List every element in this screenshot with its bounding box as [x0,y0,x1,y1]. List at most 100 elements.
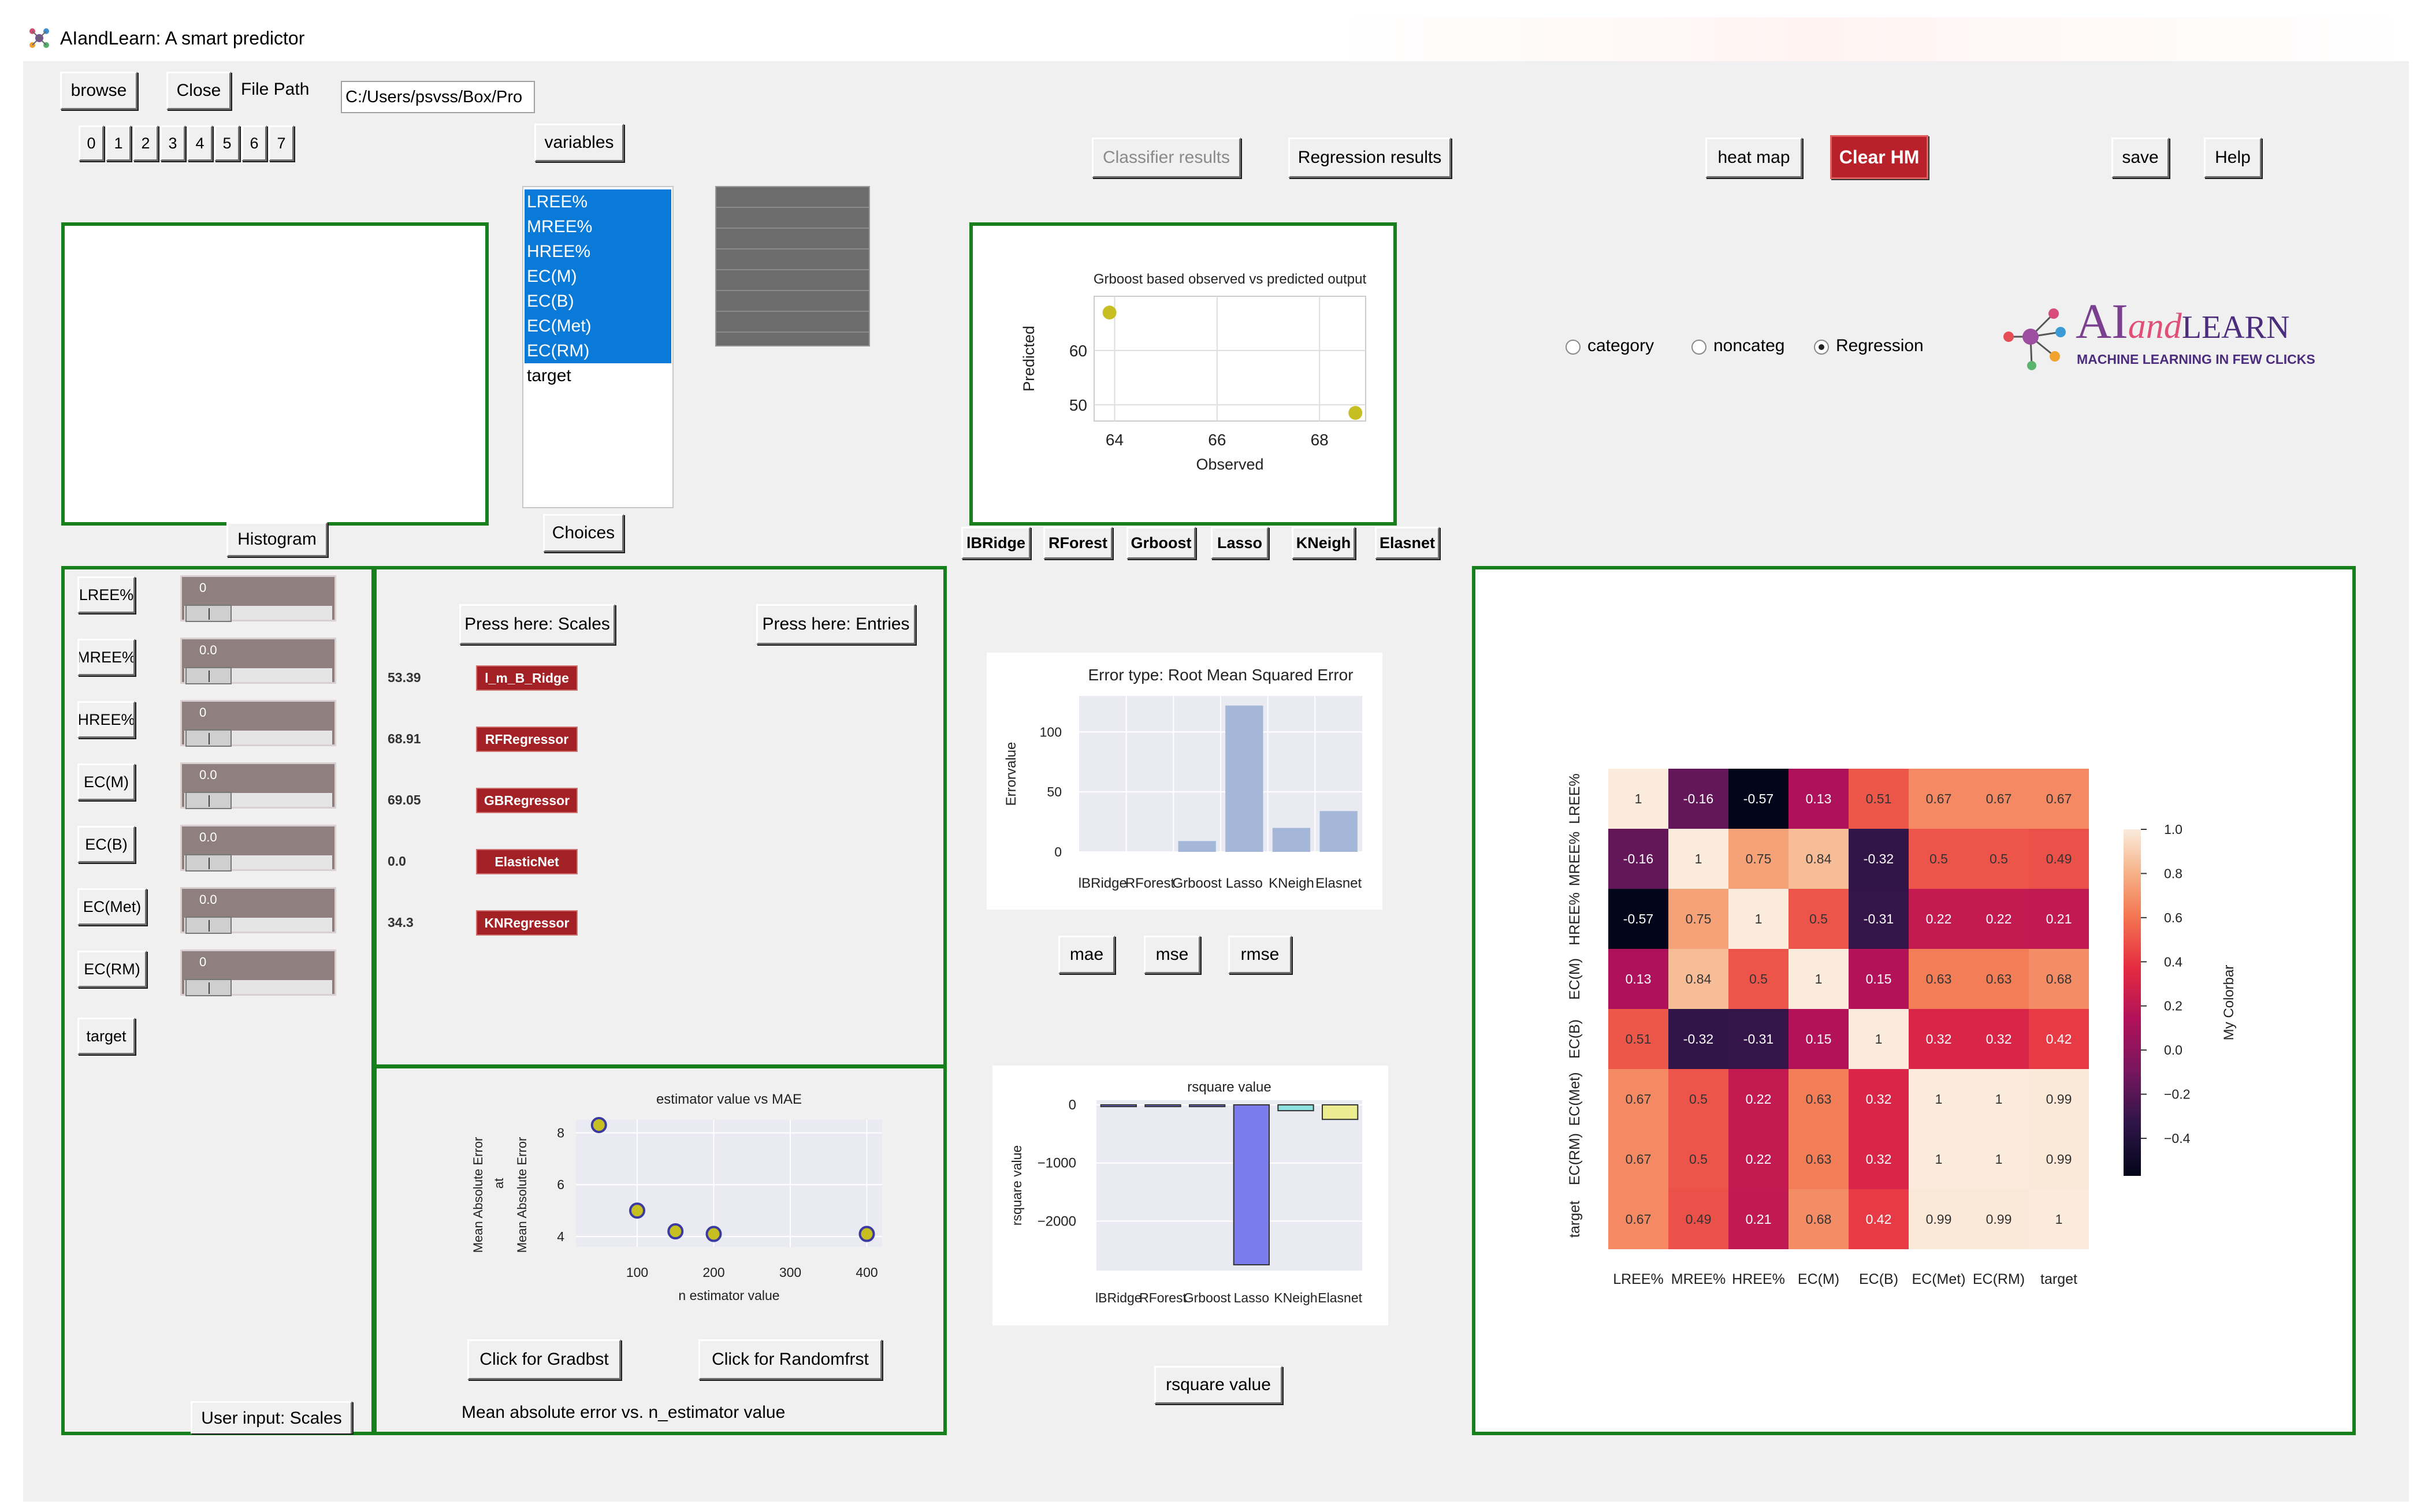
save-button[interactable]: save [2111,137,2169,178]
x-tick-label: 66 [1208,431,1226,449]
variable-list-item[interactable]: EC(Met) [525,314,671,338]
heatmap-cell [1849,1189,1909,1249]
input-label-hree[interactable]: HREE% [77,701,135,738]
data-point [1348,405,1363,420]
digit-button-0[interactable]: 0 [79,125,104,161]
input-slider[interactable]: 0 [180,700,336,747]
classifier-results-button[interactable]: Classifier results [1092,137,1241,178]
model-button-elasnet[interactable]: Elasnet [1375,527,1440,559]
plot-area [576,1120,882,1247]
target-button[interactable]: target [77,1018,135,1055]
heatmap-cell-label: 0.13 [1626,971,1652,986]
x-tick-label: RForest [1125,876,1175,891]
slider-handle[interactable] [185,854,232,872]
prediction-model-elasticnet[interactable]: ElasticNet [476,849,578,874]
heatmap-cell [1849,1069,1909,1129]
click-for-randomfrst-button[interactable]: Click for Randomfrst [698,1339,882,1380]
variable-list-item[interactable]: target [527,366,571,385]
digit-button-4[interactable]: 4 [187,125,213,161]
heatmap-cell [1969,1069,2029,1129]
heat-map-button[interactable]: heat map [1705,137,1802,178]
file-path-field[interactable]: C:/Users/psvss/Box/Pro [341,81,535,113]
input-slider[interactable]: 0.0 [180,762,336,809]
rmse-button[interactable]: rmse [1228,936,1292,974]
mse-button[interactable]: mse [1144,936,1200,974]
variable-listbox[interactable]: LREE% MREE% HREE% EC(M) EC(B) EC(Met) EC(RM) ta… [522,186,674,508]
choices-button[interactable]: Choices [543,514,624,552]
digit-button-5[interactable]: 5 [214,125,240,161]
slider-handle[interactable] [185,605,232,622]
x-tick-label: 68 [1311,431,1329,449]
prediction-model-gbregressor[interactable]: GBRegressor [476,788,578,813]
heatmap-cell [1668,1129,1728,1189]
input-label-mree[interactable]: MREE% [77,639,135,676]
slider-grip [209,671,210,682]
input-slider[interactable]: 0.0 [180,638,336,684]
rsquare-value-button[interactable]: rsquare value [1154,1366,1282,1404]
input-slider[interactable]: 0.0 [180,887,336,934]
model-button-grboost[interactable]: Grboost [1126,527,1196,559]
heatmap-cell-label: 0.63 [1806,1092,1832,1107]
user-input-scales-button[interactable]: User input: Scales [191,1401,352,1433]
prediction-value: 68.91 [388,731,421,746]
digit-button-6[interactable]: 6 [241,125,267,161]
input-label-ecb[interactable]: EC(B) [77,826,135,863]
clear-hm-button[interactable]: Clear HM [1830,135,1928,179]
click-for-gradbst-button[interactable]: Click for Gradbst [467,1339,621,1380]
heatmap-cell-label: -0.31 [1743,1031,1773,1047]
prediction-model-rfregressor[interactable]: RFRegressor [476,727,578,752]
close-button[interactable]: Close [166,72,231,110]
model-button-rforest[interactable]: RForest [1043,527,1113,559]
heatmap-cell-label: 0.22 [1926,911,1952,926]
heatmap-cell [1909,769,1969,829]
heatmap-cell-label: 0.5 [1689,1152,1708,1167]
input-label-ecm[interactable]: EC(M) [77,764,135,800]
histogram-button[interactable]: Histogram [226,522,328,557]
heatmap-cell [1969,829,2029,889]
input-slider[interactable]: 0 [180,949,336,996]
variable-list-item[interactable]: LREE% [525,189,671,214]
digit-button-3[interactable]: 3 [160,125,185,161]
variables-button[interactable]: variables [534,124,624,162]
plot-area [1096,1100,1362,1271]
variable-list-item[interactable]: EC(B) [525,289,671,314]
mae-button[interactable]: mae [1058,936,1115,974]
input-label-ecrm[interactable]: EC(RM) [77,951,147,988]
y-tick-label: −2000 [1038,1213,1076,1229]
input-label-lree[interactable]: LREE% [77,576,135,613]
variable-list-item[interactable]: EC(RM) [525,338,671,363]
regression-results-button[interactable]: Regression results [1288,137,1451,178]
variable-list-item[interactable]: HREE% [525,239,671,264]
variable-list-item[interactable]: MREE% [525,214,671,239]
prediction-model-lmbridge[interactable]: l_m_B_Ridge [476,665,578,691]
input-label-ecmet[interactable]: EC(Met) [77,888,147,925]
digit-button-2[interactable]: 2 [133,125,158,161]
digit-button-7[interactable]: 7 [269,125,294,161]
file-path-label: File Path [241,80,310,99]
rsquare-bar-chart: rsquare value 0 −1000 −2000 lBRidgeRForestGr… [1009,1079,1363,1305]
model-button-lbridge[interactable]: lBRidge [961,527,1031,559]
prediction-value: 53.39 [388,670,421,685]
help-button[interactable]: Help [2204,137,2262,178]
slider-handle[interactable] [185,979,232,996]
heatmap-cell [1728,769,1789,829]
browse-button[interactable]: browse [60,72,137,110]
press-here-entries-button[interactable]: Press here: Entries [756,604,916,645]
model-button-kneigh[interactable]: KNeigh [1292,527,1355,559]
input-slider[interactable]: 0.0 [180,825,336,872]
press-here-scales-button[interactable]: Press here: Scales [459,604,615,645]
slider-handle[interactable] [185,917,232,934]
heatmap-cell [1909,889,1969,949]
digit-button-1[interactable]: 1 [106,125,131,161]
model-button-lasso[interactable]: Lasso [1211,527,1269,559]
prediction-value: 34.3 [388,915,414,930]
slider-handle[interactable] [185,729,232,747]
heatmap-x-label: EC(RM) [1973,1271,2025,1287]
prediction-model-knregressor[interactable]: KNRegressor [476,910,578,936]
variable-list-item[interactable]: EC(M) [525,264,671,289]
heatmap-cell-label: 0.22 [1746,1092,1772,1107]
colorbar-tick-label: −0.4 [2164,1131,2191,1146]
input-slider[interactable]: 0 [180,575,336,622]
slider-handle[interactable] [185,667,232,684]
slider-handle[interactable] [185,792,232,809]
